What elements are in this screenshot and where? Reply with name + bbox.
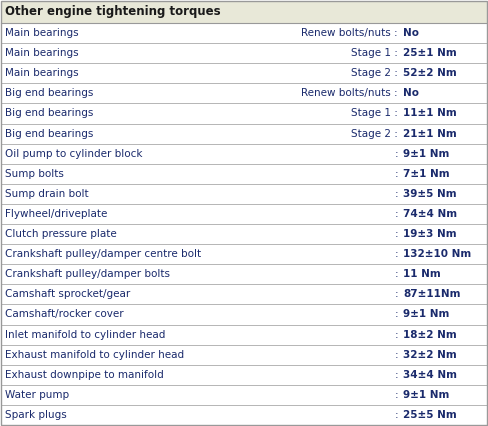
Text: :: : xyxy=(394,289,398,299)
Bar xyxy=(1,244,487,264)
Text: :: : xyxy=(394,169,398,179)
Text: Spark plugs: Spark plugs xyxy=(5,410,67,420)
Bar xyxy=(1,305,487,325)
Text: Main bearings: Main bearings xyxy=(5,28,79,38)
Text: :: : xyxy=(394,229,398,239)
Text: Stage 1 :: Stage 1 : xyxy=(351,48,398,58)
Text: Stage 1 :: Stage 1 : xyxy=(351,109,398,118)
Bar xyxy=(1,144,487,164)
Text: Camshaft/rocker cover: Camshaft/rocker cover xyxy=(5,309,123,320)
Text: 25±5 Nm: 25±5 Nm xyxy=(403,410,457,420)
Text: Other engine tightening torques: Other engine tightening torques xyxy=(5,6,221,18)
Text: Oil pump to cylinder block: Oil pump to cylinder block xyxy=(5,149,142,158)
Text: Clutch pressure plate: Clutch pressure plate xyxy=(5,229,117,239)
Text: 11 Nm: 11 Nm xyxy=(403,269,441,279)
Text: 18±2 Nm: 18±2 Nm xyxy=(403,330,457,340)
Text: Water pump: Water pump xyxy=(5,390,69,400)
Text: 21±1 Nm: 21±1 Nm xyxy=(403,129,457,138)
Text: 19±3 Nm: 19±3 Nm xyxy=(403,229,457,239)
Text: Big end bearings: Big end bearings xyxy=(5,129,93,138)
Text: Stage 2 :: Stage 2 : xyxy=(351,129,398,138)
Bar xyxy=(1,83,487,104)
Text: :: : xyxy=(394,309,398,320)
Bar xyxy=(1,385,487,405)
Text: :: : xyxy=(394,390,398,400)
Bar xyxy=(1,184,487,204)
Text: :: : xyxy=(394,410,398,420)
Text: Renew bolts/nuts :: Renew bolts/nuts : xyxy=(302,88,398,98)
Text: Stage 2 :: Stage 2 : xyxy=(351,68,398,78)
Text: 11±1 Nm: 11±1 Nm xyxy=(403,109,457,118)
Bar xyxy=(1,325,487,345)
Text: Renew bolts/nuts :: Renew bolts/nuts : xyxy=(302,28,398,38)
Text: Main bearings: Main bearings xyxy=(5,68,79,78)
Text: 87±11Nm: 87±11Nm xyxy=(403,289,461,299)
Text: :: : xyxy=(394,149,398,158)
Bar xyxy=(1,405,487,425)
Bar xyxy=(1,264,487,284)
Text: Flywheel/driveplate: Flywheel/driveplate xyxy=(5,209,107,219)
Text: Camshaft sprocket/gear: Camshaft sprocket/gear xyxy=(5,289,130,299)
Text: Main bearings: Main bearings xyxy=(5,48,79,58)
Bar xyxy=(1,63,487,83)
Text: Sump drain bolt: Sump drain bolt xyxy=(5,189,89,199)
Text: Crankshaft pulley/damper bolts: Crankshaft pulley/damper bolts xyxy=(5,269,170,279)
Text: Crankshaft pulley/damper centre bolt: Crankshaft pulley/damper centre bolt xyxy=(5,249,201,259)
Text: 74±4 Nm: 74±4 Nm xyxy=(403,209,457,219)
Bar xyxy=(1,23,487,43)
Text: 32±2 Nm: 32±2 Nm xyxy=(403,350,457,360)
Text: Big end bearings: Big end bearings xyxy=(5,88,93,98)
Text: 7±1 Nm: 7±1 Nm xyxy=(403,169,449,179)
Text: Big end bearings: Big end bearings xyxy=(5,109,93,118)
Text: 9±1 Nm: 9±1 Nm xyxy=(403,309,449,320)
Bar xyxy=(1,284,487,305)
Text: :: : xyxy=(394,249,398,259)
Text: :: : xyxy=(394,370,398,380)
Text: :: : xyxy=(394,350,398,360)
Bar xyxy=(1,204,487,224)
Bar xyxy=(1,124,487,144)
Text: :: : xyxy=(394,209,398,219)
Text: 34±4 Nm: 34±4 Nm xyxy=(403,370,457,380)
Text: :: : xyxy=(394,269,398,279)
Bar xyxy=(1,365,487,385)
Bar xyxy=(1,164,487,184)
Text: Exhaust manifold to cylinder head: Exhaust manifold to cylinder head xyxy=(5,350,184,360)
Bar xyxy=(1,1,487,23)
Text: No: No xyxy=(403,88,419,98)
Text: 52±2 Nm: 52±2 Nm xyxy=(403,68,457,78)
Text: 39±5 Nm: 39±5 Nm xyxy=(403,189,457,199)
Text: 25±1 Nm: 25±1 Nm xyxy=(403,48,457,58)
Bar xyxy=(1,43,487,63)
Text: Inlet manifold to cylinder head: Inlet manifold to cylinder head xyxy=(5,330,165,340)
Text: 9±1 Nm: 9±1 Nm xyxy=(403,390,449,400)
Text: :: : xyxy=(394,189,398,199)
Bar xyxy=(1,104,487,124)
Bar xyxy=(1,345,487,365)
Text: 9±1 Nm: 9±1 Nm xyxy=(403,149,449,158)
Text: Sump bolts: Sump bolts xyxy=(5,169,64,179)
Text: 132±10 Nm: 132±10 Nm xyxy=(403,249,471,259)
Text: No: No xyxy=(403,28,419,38)
Text: Exhaust downpipe to manifold: Exhaust downpipe to manifold xyxy=(5,370,164,380)
Bar xyxy=(1,224,487,244)
Text: :: : xyxy=(394,330,398,340)
